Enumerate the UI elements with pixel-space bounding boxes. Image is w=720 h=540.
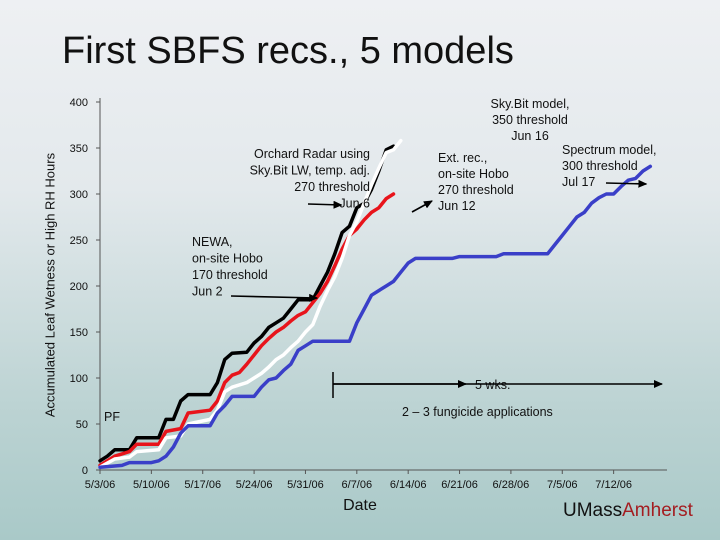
series-line-white [98,138,403,469]
annotation-ext-rec-line: Jun 12 [438,199,476,213]
x-tick-label: 5/10/06 [133,479,170,491]
annotation-spectrum-line: 300 threshold [562,159,638,173]
y-tick-label: 100 [70,373,88,385]
x-tick-label: 5/24/06 [236,479,273,491]
annotation-spectrum: Spectrum model, 300 threshold Jul 17 [562,143,656,189]
chart-annotations: Orchard Radar using Sky.Bit LW, temp. adj… [104,97,663,424]
annotation-arrow-orchard [307,200,343,209]
annotation-ext-rec-line: 270 threshold [438,183,514,197]
annotation-pf: PF [104,410,120,424]
annotation-newa: NEWA, on-site Hobo 170 threshold Jun 2 [192,235,268,299]
y-tick-label: 200 [70,281,88,293]
annotation-fungicide-line: 2 – 3 fungicide applications [402,405,553,419]
y-tick-label: 50 [76,419,88,431]
annotation-arrow-spectrum [605,179,648,188]
annotation-arrow-newa [230,293,319,302]
annotation-orchard-radar-line: Orchard Radar using [254,147,370,161]
series-line-black [98,144,396,463]
annotation-skybit-line: 350 threshold [492,113,568,127]
y-tick-label: 0 [82,465,88,477]
y-tick-label: 350 [70,143,88,155]
annotation-5-wks-line: 5 wks. [475,378,510,392]
series-line-blue [98,164,653,469]
annotation-orchard-radar-line: 270 threshold [294,180,370,194]
annotation-fungicide: 2 – 3 fungicide applications [402,405,553,419]
annotation-skybit-line: Jun 16 [511,129,549,143]
annotation-orchard-radar-line: Jun 6 [339,197,370,211]
x-tick-label: 5/3/06 [85,479,116,491]
annotation-spectrum-line: Jul 17 [562,175,595,189]
annotation-orchard-radar: Orchard Radar using Sky.Bit LW, temp. adj… [250,147,370,211]
annotation-arrow-ext [411,200,433,213]
annotation-pf-line: PF [104,410,120,424]
annotation-newa-line: Jun 2 [192,285,223,299]
x-tick-label: 7/5/06 [547,479,578,491]
y-tick-label: 300 [70,189,88,201]
y-tick-label: 250 [70,235,88,247]
annotation-newa-line: NEWA, [192,235,233,249]
annotation-spectrum-line: Spectrum model, [562,143,656,157]
annotation-ext-rec-line: Ext. rec., [438,151,487,165]
x-tick-label: 6/28/06 [493,479,530,491]
annotation-newa-line: on-site Hobo [192,252,263,266]
umass-logo: UMassAmherst [563,500,693,521]
x-axis-title: Date [343,497,377,514]
chart-series [98,138,653,469]
page-title: First SBFS recs., 5 models [62,30,514,72]
x-tick-label: 6/21/06 [441,479,478,491]
x-tick-label: 7/12/06 [595,479,632,491]
annotation-orchard-radar-line: Sky.Bit LW, temp. adj. [250,164,370,178]
annotation-ext-rec: Ext. rec., on-site Hobo 270 threshold Jun 1… [438,151,514,213]
x-tick-label: 6/14/06 [390,479,427,491]
x-tick-label: 6/7/06 [342,479,373,491]
y-tick-label: 150 [70,327,88,339]
annotation-skybit: Sky.Bit model, 350 threshold Jun 16 [491,97,570,143]
annotation-ext-rec-line: on-site Hobo [438,167,509,181]
annotation-newa-line: 170 threshold [192,268,268,282]
annotation-5-wks: 5 wks. [475,378,510,392]
series-line-red [98,192,396,468]
x-tick-label: 5/17/06 [184,479,221,491]
chart-axes: 0 50 100 150 200 250 300 350 400 5/3/06 5/10/06 5/1… [70,97,667,514]
annotation-skybit-line: Sky.Bit model, [491,97,570,111]
x-tick-label: 5/31/06 [287,479,324,491]
y-tick-label: 400 [70,97,88,109]
